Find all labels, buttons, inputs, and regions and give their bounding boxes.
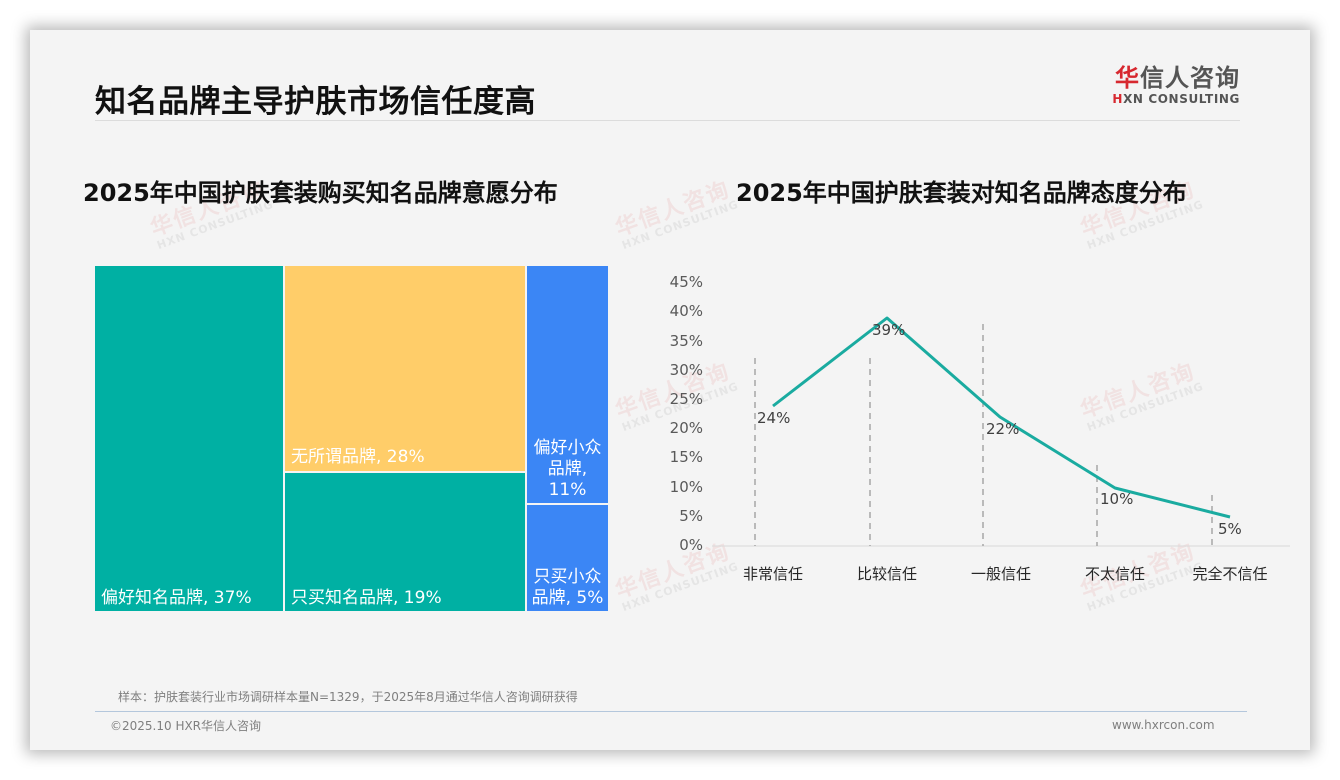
copyright: ©2025.10 HXR华信人咨询: [110, 719, 262, 733]
trust-line-series: [772, 316, 1231, 519]
x-tick: 比较信任: [856, 565, 917, 583]
treemap-cell-only-famous: 只买知名品牌, 19%: [285, 473, 525, 611]
treemap-cell-prefer-niche: 偏好小众品牌, 11%: [527, 266, 608, 503]
treemap-chart: 偏好知名品牌, 37% 无所谓品牌, 28% 只买知名品牌, 19% 偏好小众品…: [95, 266, 608, 611]
line-chart-title: 2025年中国护肤套装对知名品牌态度分布: [736, 179, 1187, 207]
y-tick: 45%: [669, 273, 703, 291]
logo-english: HXN CONSULTING: [1112, 92, 1240, 106]
drop-lines: [754, 324, 1213, 546]
x-tick: 非常信任: [742, 565, 803, 583]
y-tick: 35%: [669, 332, 703, 350]
company-logo: 华信人咨询 HXN CONSULTING: [1110, 64, 1240, 106]
line-plot-area: [712, 316, 1290, 547]
y-tick: 30%: [669, 361, 703, 379]
y-tick: 5%: [679, 507, 703, 525]
y-tick: 25%: [669, 390, 703, 408]
footer-divider: [95, 711, 1247, 712]
data-label: 22%: [986, 420, 1020, 438]
page-title: 知名品牌主导护肤市场信任度高: [95, 84, 536, 120]
data-label: 10%: [1100, 490, 1134, 508]
treemap-cell-prefer-famous: 偏好知名品牌, 37%: [95, 266, 283, 611]
data-label: 5%: [1218, 520, 1242, 538]
data-label: 24%: [757, 409, 791, 427]
x-tick: 一般信任: [970, 565, 1031, 583]
treemap-title: 2025年中国护肤套装购买知名品牌意愿分布: [83, 179, 558, 207]
title-divider: [95, 120, 1240, 121]
x-tick: 不太信任: [1084, 565, 1145, 583]
data-label: 39%: [872, 321, 906, 339]
website-link[interactable]: www.hxrcon.com: [1112, 718, 1215, 732]
treemap-cell-indifferent: 无所谓品牌, 28%: [285, 266, 525, 471]
y-tick: 10%: [669, 478, 703, 496]
slide: 知名品牌主导护肤市场信任度高 华信人咨询 HXN CONSULTING 华信人咨…: [30, 30, 1310, 750]
sample-note: 样本：护肤套装行业市场调研样本量N=1329，于2025年8月通过华信人咨询调研…: [118, 690, 578, 704]
y-tick: 40%: [669, 302, 703, 320]
x-tick: 完全不信任: [1192, 565, 1268, 583]
logo-chinese: 华信人咨询: [1115, 64, 1240, 92]
y-tick: 15%: [669, 448, 703, 466]
y-tick: 20%: [669, 419, 703, 437]
y-tick: 0%: [679, 536, 703, 554]
watermark: 华信人咨询 HXN CONSULTING: [612, 177, 741, 253]
line-chart: 0% 5% 10% 15% 20% 25% 30% 35% 40% 45% 24…: [650, 270, 1290, 610]
treemap-cell-only-niche: 只买小众品牌, 5%: [527, 505, 608, 611]
